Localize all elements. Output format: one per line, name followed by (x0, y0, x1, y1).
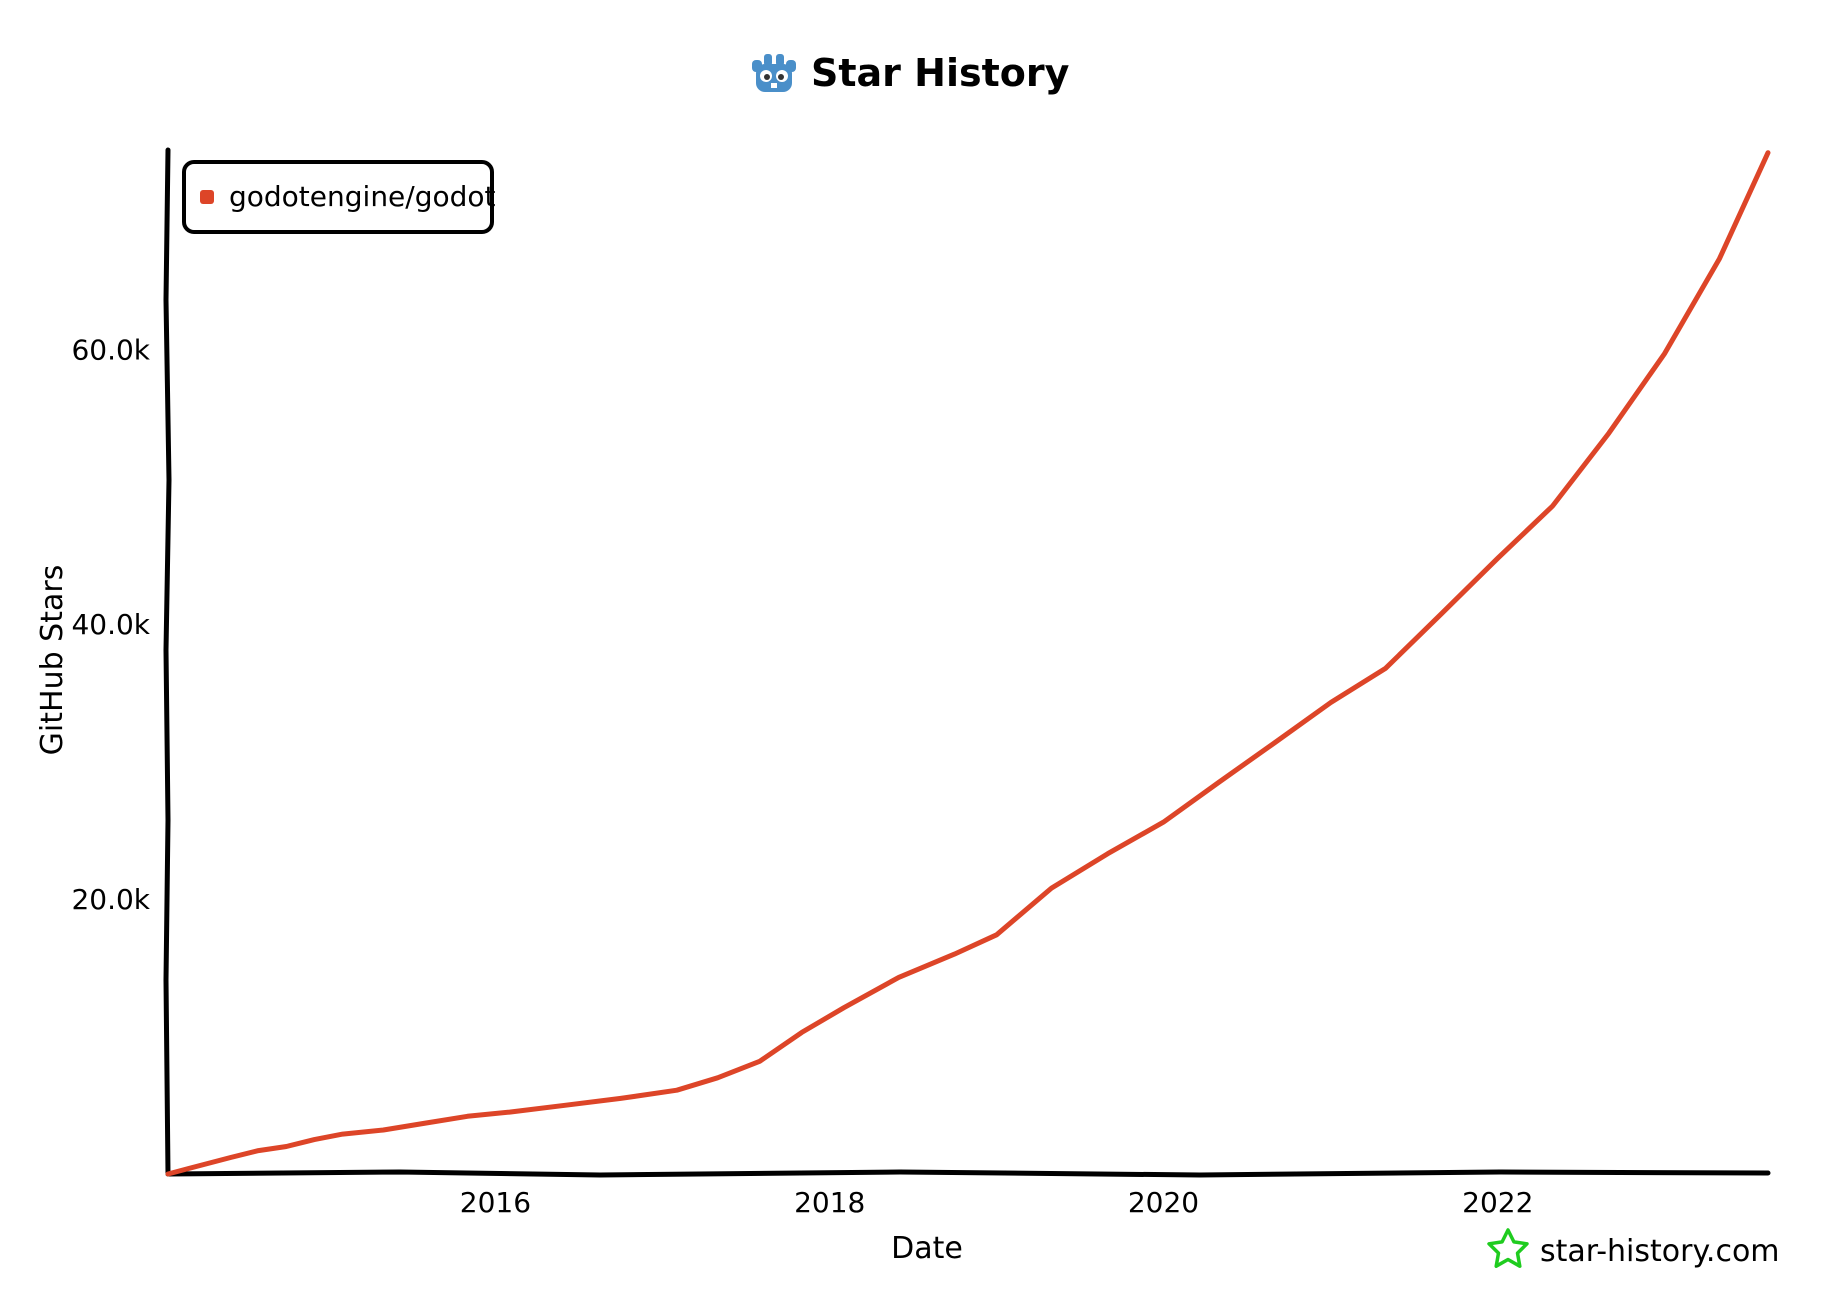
y-axis-line (163, 147, 172, 1177)
y-tick-label-40.0k: 40.0k (71, 608, 150, 641)
x-tick-labels: 2016 2018 2020 2022 (460, 1186, 1534, 1219)
chart-title: Star History (811, 51, 1070, 95)
x-tick-label-2020: 2020 (1128, 1186, 1199, 1219)
y-tick-label-60.0k: 60.0k (71, 333, 150, 366)
legend-box (182, 160, 494, 234)
x-tick-label-2018: 2018 (794, 1186, 865, 1219)
legend-swatch (200, 190, 214, 204)
x-tick-label-2022: 2022 (1462, 1186, 1533, 1219)
watermark-text[interactable]: star-history.com (1540, 1234, 1780, 1269)
series-line-godotengine-godot (165, 150, 1771, 1177)
y-tick-labels: 20.0k 40.0k 60.0k (71, 333, 150, 916)
x-axis-line (165, 1169, 1771, 1178)
watermark[interactable]: star-history.com (1487, 1228, 1780, 1269)
legend-label: godotengine/godot (229, 180, 496, 213)
y-axis-label: GitHub Stars (35, 565, 70, 756)
chart-title-group: Star History (752, 51, 1070, 95)
y-tick-label-20.0k: 20.0k (71, 883, 150, 916)
axes (163, 147, 1771, 1178)
godot-logo-icon (752, 54, 796, 92)
legend: godotengine/godot (182, 160, 496, 234)
star-outline-icon (1487, 1228, 1529, 1268)
x-tick-label-2016: 2016 (460, 1186, 531, 1219)
x-axis-label: Date (891, 1231, 963, 1266)
